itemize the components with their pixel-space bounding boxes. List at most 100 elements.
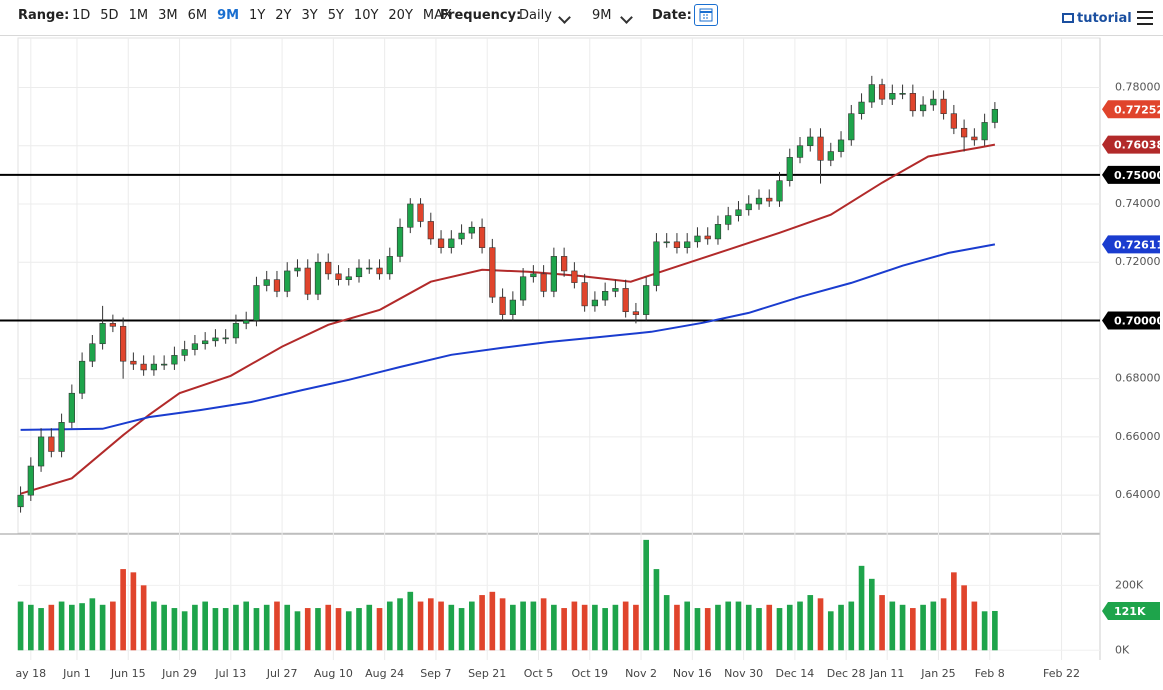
price-tag-label: 0.77252 [1114, 103, 1163, 116]
candle-body [499, 296, 506, 315]
candle-body [437, 238, 445, 248]
volume-bar [930, 601, 937, 651]
candle-body [930, 98, 937, 106]
range-button[interactable]: 10Y [353, 8, 379, 23]
ma-tag-shape [1102, 235, 1160, 254]
volume-bar [325, 604, 332, 651]
range-button[interactable]: 3Y [301, 8, 318, 23]
range-button[interactable]: 2Y [275, 8, 292, 23]
tutorial-text: tutorial [1077, 11, 1132, 26]
ma-tag: 0.72611 [1102, 235, 1163, 254]
volume-bar [674, 604, 680, 651]
volume-bar [551, 604, 557, 651]
candle-body [212, 337, 219, 342]
moving-average [20, 143, 996, 495]
candle-body [489, 247, 496, 298]
candle-body [735, 209, 742, 216]
volume-bar [284, 604, 291, 651]
volume-bar [27, 604, 34, 651]
x-tick-label: Jun 29 [161, 667, 197, 680]
candle-body [468, 226, 475, 234]
toolbar: Range: 1D 5D 1M 3M 6M 9M 1Y 2Y 3Y 5Y 10Y 20Y MAX Fre… [0, 0, 1163, 36]
candle-body [396, 226, 404, 257]
range-button[interactable]: 1Y [249, 8, 266, 23]
range-button[interactable]: 5Y [327, 8, 344, 23]
candle-body [632, 311, 640, 315]
volume-bar [889, 601, 896, 651]
range-button[interactable]: 1M [128, 8, 149, 23]
x-tick-label: Jan 25 [920, 667, 955, 680]
candle-body [171, 355, 178, 365]
volume-bar [961, 585, 967, 651]
candle-body [58, 422, 65, 452]
level-tag: 0.75000 [1102, 165, 1163, 184]
frequency-dropdown[interactable]: Daily [519, 8, 552, 23]
candle-body [899, 93, 906, 95]
candle-body [99, 323, 106, 345]
volume-bar [776, 608, 783, 651]
volume-bar [920, 604, 926, 651]
volume-bar [192, 604, 198, 651]
candle-body [540, 273, 547, 292]
volume-bar [940, 598, 947, 651]
volume-bar [151, 601, 157, 651]
candle-body [837, 139, 845, 152]
tutorial-icon [1062, 13, 1074, 23]
candle-body [366, 267, 373, 270]
range-button[interactable]: 20Y [388, 8, 413, 23]
volume-bar [807, 595, 814, 651]
volume-bar [458, 608, 465, 651]
x-tick-label: Feb 8 [975, 667, 1005, 680]
candle-body [37, 436, 45, 467]
volume-bar [643, 539, 649, 651]
volume-bar [715, 604, 721, 651]
candle-body [755, 197, 763, 205]
volume-bar [633, 604, 639, 651]
candle-body [181, 349, 188, 356]
candle-body [325, 261, 332, 275]
volume-bar [407, 591, 414, 651]
range-button[interactable]: 1D [72, 8, 91, 23]
volume-bar [479, 595, 485, 651]
range-button[interactable]: 9M [217, 8, 240, 23]
candle-body [971, 136, 978, 141]
volume-bar [735, 601, 742, 651]
level-tag-label: 0.75000 [1114, 169, 1163, 182]
period-dropdown[interactable]: 9M [592, 8, 612, 23]
range-label: Range: [18, 8, 70, 23]
candle-body [109, 323, 116, 327]
volume-tick-label: 200K [1115, 578, 1144, 591]
candle-body [868, 84, 875, 103]
candle-body [950, 113, 957, 129]
candle-body [848, 113, 855, 141]
range-button[interactable]: 5D [100, 8, 119, 23]
candle-body [786, 157, 793, 181]
menu-button[interactable] [1137, 11, 1153, 29]
volume-bar [427, 598, 434, 651]
volume-bar [181, 611, 188, 651]
volume-bar [274, 601, 280, 651]
volume-bar [335, 608, 342, 651]
range-button[interactable]: 3M [158, 8, 178, 23]
range-button[interactable]: 6M [187, 8, 208, 23]
volume-bar [827, 611, 834, 651]
level-tag-shape [1102, 311, 1160, 330]
volume-bar [202, 601, 208, 651]
volume-bar [684, 601, 691, 651]
calendar-button[interactable] [694, 4, 718, 26]
candle-body [796, 145, 804, 158]
range-button[interactable]: MAX [422, 8, 452, 23]
volume-bar [438, 601, 444, 651]
x-tick-label: Feb 22 [1043, 667, 1080, 680]
candle-body [407, 203, 414, 228]
candle-body [509, 299, 516, 315]
y-tick-label: 0.74000 [1115, 197, 1161, 210]
volume-bar [58, 601, 65, 651]
candle-body [571, 270, 578, 283]
tutorial-link[interactable]: tutorial [1062, 11, 1132, 26]
x-tick-label: Nov 30 [724, 667, 763, 680]
x-tick-label: Aug 10 [314, 667, 353, 680]
volume-bar [530, 601, 537, 651]
candle-body [355, 267, 363, 278]
